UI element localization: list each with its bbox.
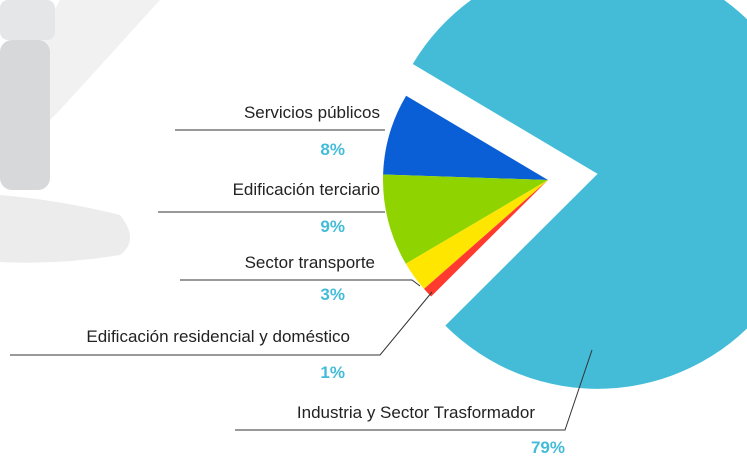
leader-line [180, 279, 421, 287]
pie-slice [405, 180, 548, 289]
category-label: Industria y Sector Trasformador [297, 403, 535, 422]
leader-line [235, 349, 593, 431]
value-label: 1% [320, 363, 345, 382]
pie-slice [383, 174, 548, 264]
pie-slice [383, 95, 548, 180]
value-label: 79% [531, 438, 565, 457]
value-label: 9% [320, 217, 345, 236]
decoration [0, 0, 160, 263]
category-label: Edificación terciario [233, 180, 380, 199]
category-label: Sector transporte [245, 253, 375, 272]
pie-slice [424, 180, 548, 297]
pie-slice [412, 0, 747, 389]
value-label: 8% [320, 140, 345, 159]
value-label: 3% [320, 285, 345, 304]
category-label: Edificación residencial y doméstico [86, 327, 350, 346]
leader-line [10, 291, 433, 356]
category-label: Servicios públicos [244, 103, 380, 122]
